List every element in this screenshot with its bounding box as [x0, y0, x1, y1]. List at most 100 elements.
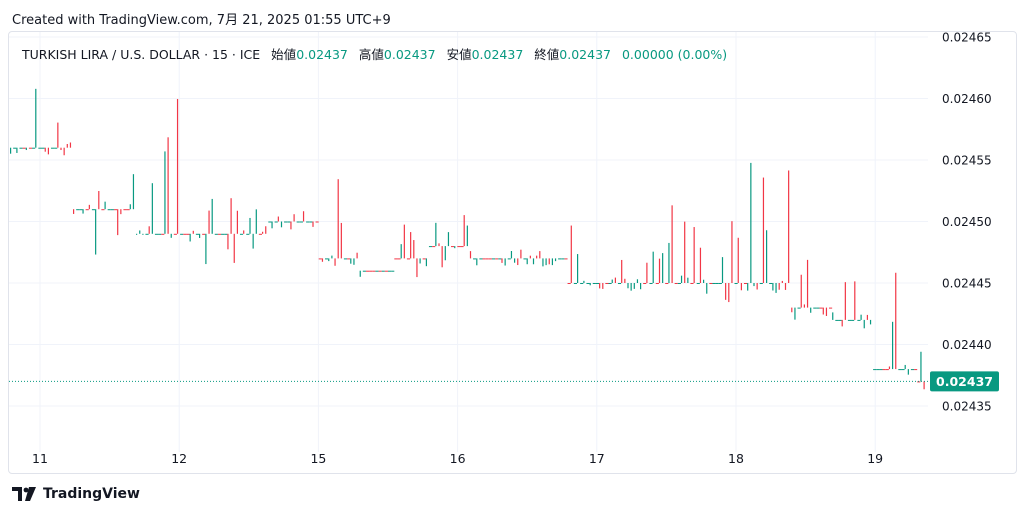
- candle: [120, 209, 122, 215]
- candle: [504, 258, 506, 266]
- y-tick-label: 0.02435: [942, 400, 992, 414]
- candle: [249, 217, 251, 234]
- candle: [841, 319, 843, 327]
- candle: [224, 233, 228, 235]
- candle: [104, 201, 106, 210]
- tradingview-logo[interactable]: TradingView: [12, 486, 140, 502]
- candle: [602, 283, 604, 289]
- candle: [706, 283, 708, 294]
- candle: [63, 147, 65, 156]
- candle: [227, 233, 229, 250]
- x-tick-label: 16: [450, 451, 466, 466]
- candle: [28, 147, 33, 149]
- candle: [277, 216, 279, 222]
- candle: [643, 283, 647, 284]
- candle: [44, 147, 46, 152]
- candle: [369, 270, 373, 272]
- chart-credit: Created with TradingView.com, 7月 21, 202…: [12, 13, 391, 28]
- candle: [838, 319, 842, 321]
- candle: [520, 249, 522, 259]
- candle: [485, 258, 489, 260]
- candle: [718, 283, 722, 284]
- candle: [819, 307, 823, 309]
- candle: [892, 321, 894, 370]
- candle: [655, 283, 659, 284]
- candle: [621, 259, 623, 283]
- candle: [624, 278, 626, 283]
- candle: [290, 221, 292, 230]
- candle: [132, 174, 135, 210]
- candle: [832, 312, 834, 320]
- candle: [910, 369, 915, 371]
- candle: [422, 258, 426, 260]
- candle: [16, 147, 18, 153]
- candle: [866, 314, 868, 320]
- candle: [302, 211, 305, 222]
- candle: [183, 233, 187, 235]
- candle: [66, 143, 68, 148]
- candle: [847, 319, 852, 321]
- candle: [608, 283, 612, 284]
- candle: [186, 233, 190, 235]
- candle: [73, 209, 75, 214]
- candle: [803, 304, 805, 308]
- candle: [469, 251, 472, 259]
- candle: [32, 147, 36, 149]
- candle: [680, 275, 683, 283]
- candle: [139, 230, 141, 234]
- candle: [189, 233, 191, 242]
- candle: [523, 258, 527, 260]
- candle: [630, 283, 632, 291]
- candle: [293, 214, 295, 222]
- candle: [863, 319, 865, 329]
- candle: [195, 233, 199, 235]
- candle: [221, 233, 225, 235]
- candle: [835, 319, 839, 321]
- candle: [901, 369, 905, 371]
- candle: [416, 258, 418, 278]
- candle: [57, 122, 59, 148]
- candle: [510, 251, 513, 259]
- candle: [13, 147, 17, 149]
- candle-layer: [10, 88, 925, 390]
- candle: [435, 222, 437, 247]
- candle: [595, 283, 600, 284]
- candle: [372, 270, 376, 272]
- candle: [570, 225, 572, 283]
- candle: [844, 282, 846, 320]
- candle: [687, 277, 689, 283]
- candle: [447, 232, 450, 247]
- candle: [110, 209, 114, 211]
- y-tick-label: 0.02440: [942, 338, 992, 352]
- candle: [243, 230, 245, 234]
- candle: [920, 351, 922, 382]
- candle: [381, 270, 385, 272]
- candle: [117, 209, 119, 236]
- candle: [265, 226, 267, 234]
- candle: [217, 233, 222, 235]
- candle: [816, 307, 820, 309]
- x-axis: 11 12 15 16 17 18 19: [32, 451, 883, 466]
- candle: [592, 283, 596, 284]
- candle: [857, 319, 861, 321]
- candle: [208, 210, 210, 234]
- candle: [123, 209, 127, 211]
- change-value: 0.00000 (0.00%): [621, 47, 728, 62]
- candle: [668, 242, 670, 283]
- candle: [441, 246, 443, 268]
- candle: [914, 369, 918, 371]
- candle: [296, 221, 300, 223]
- candle: [564, 258, 568, 260]
- candle: [403, 224, 405, 259]
- candle: [888, 366, 891, 370]
- candle: [775, 283, 777, 293]
- candle: [25, 147, 27, 151]
- candle: [35, 88, 37, 148]
- candle: [788, 170, 790, 283]
- candle: [551, 258, 553, 266]
- candle: [583, 280, 585, 283]
- candle: [806, 259, 809, 308]
- candle: [473, 258, 477, 260]
- candle: [384, 270, 388, 272]
